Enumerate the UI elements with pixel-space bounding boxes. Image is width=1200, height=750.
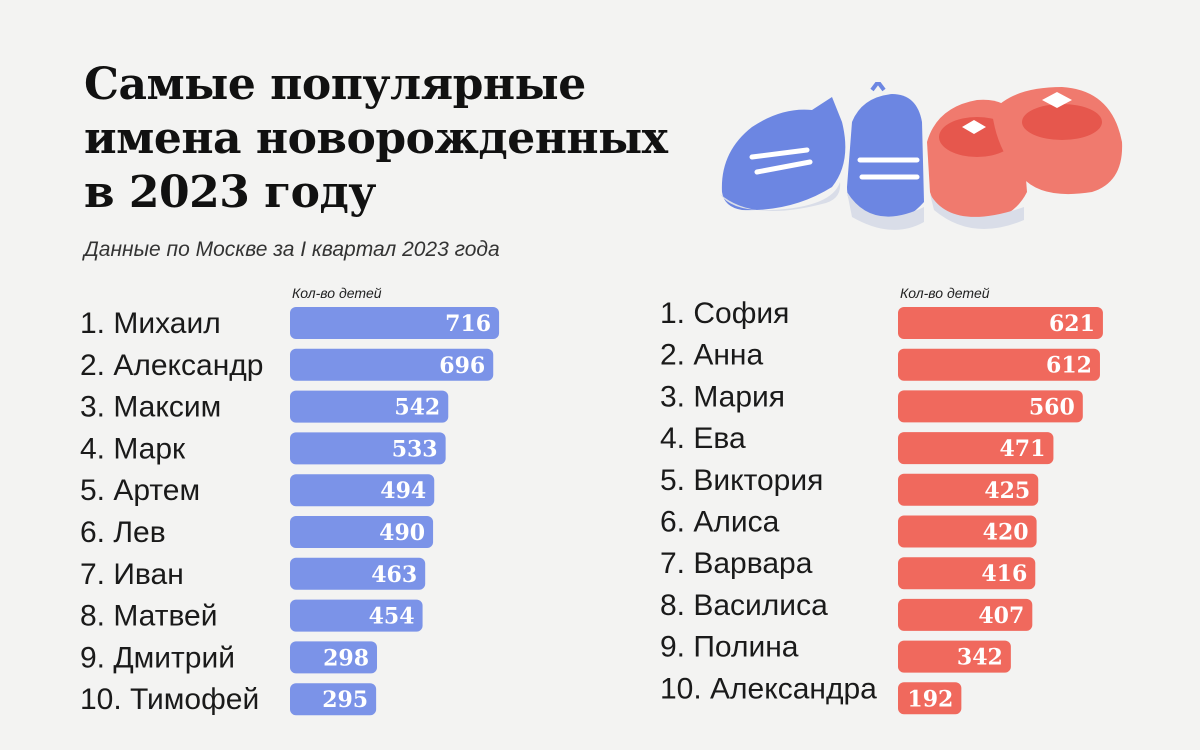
boys-name-label: 6. Лев	[80, 516, 166, 549]
title-line-2: имена новорожденных	[84, 113, 668, 164]
boys-column-header: Кол-во детей	[292, 285, 382, 301]
girls-value-label: 612	[1046, 353, 1092, 379]
girls-name-label: 10. Александра	[660, 672, 877, 705]
boys-name-label: 3. Максим	[80, 391, 221, 424]
girls-bar	[898, 307, 1103, 339]
boys-name-label: 7. Иван	[80, 558, 184, 591]
girls-bar	[898, 390, 1083, 423]
boys-bar	[290, 683, 377, 716]
girls-value-label: 420	[983, 520, 1029, 546]
girls-name-label: 7. Варвара	[660, 547, 813, 580]
girls-name-label: 5. Виктория	[660, 464, 823, 497]
boys-bar	[290, 348, 494, 381]
girls-name-label: 3. Мария	[660, 380, 785, 413]
boys-value-label: 490	[379, 520, 425, 546]
boys-bar	[290, 599, 423, 632]
boys-name-label: 2. Александр	[80, 349, 263, 382]
boys-value-label: 295	[322, 687, 368, 713]
boys-value-label: 454	[369, 604, 415, 630]
boys-name-label: 5. Артем	[80, 474, 200, 507]
girls-column-header: Кол-во детей	[900, 285, 990, 301]
boys-bar	[290, 557, 426, 590]
blue-shoe-left	[720, 97, 846, 212]
girls-chart: Кол-во детей 1. София 621 2. Анна 612 3. Мари…	[660, 285, 1103, 715]
boys-bar	[290, 641, 378, 674]
girls-value-label: 621	[1049, 311, 1095, 337]
girls-bar	[898, 515, 1037, 548]
page-title: Самые популярные имена новорожденных в 2…	[84, 58, 668, 220]
girls-name-label: 8. Василиса	[660, 589, 828, 622]
boys-value-label: 716	[445, 311, 491, 337]
boys-bar	[290, 307, 500, 339]
title-line-3: в 2023 году	[84, 167, 376, 218]
girls-bar	[898, 640, 1011, 673]
girls-name-label: 6. Алиса	[660, 506, 780, 539]
girls-bar	[898, 473, 1039, 506]
boys-name-label: 10. Тимофей	[80, 683, 259, 716]
girls-name-label: 4. Ева	[660, 422, 746, 455]
boys-value-label: 696	[439, 353, 485, 379]
girls-bar	[898, 348, 1100, 381]
boys-chart: Кол-во детей 1. Михаил 716 2. Александр 696 3…	[80, 285, 500, 716]
pink-shoe-right	[992, 87, 1123, 195]
boys-name-label: 4. Марк	[80, 432, 186, 465]
boys-name-label: 9. Дмитрий	[80, 641, 235, 674]
boys-value-label: 542	[394, 395, 440, 421]
blue-shoe-right	[847, 82, 924, 230]
girls-value-label: 560	[1029, 394, 1075, 420]
boys-bar	[290, 474, 435, 507]
girls-value-label: 416	[981, 561, 1027, 587]
girls-value-label: 192	[907, 686, 953, 712]
boys-value-label: 463	[371, 562, 417, 588]
girls-bar	[898, 557, 1036, 590]
boys-name-label: 1. Михаил	[80, 307, 221, 340]
girls-name-label: 2. Анна	[660, 339, 763, 372]
boys-bar	[290, 390, 449, 423]
girls-bar	[898, 598, 1033, 631]
boys-value-label: 298	[323, 645, 369, 671]
boys-bar	[290, 516, 434, 548]
title-line-1: Самые популярные	[84, 59, 586, 110]
girls-bar	[898, 432, 1054, 465]
girls-value-label: 407	[978, 603, 1024, 629]
girls-name-label: 1. София	[660, 297, 789, 330]
girls-name-label: 9. Полина	[660, 631, 799, 664]
subtitle: Данные по Москве за I квартал 2023 года	[84, 238, 500, 261]
girls-value-label: 425	[984, 478, 1030, 504]
boys-bar	[290, 432, 446, 465]
girls-value-label: 342	[957, 645, 1003, 671]
boys-value-label: 494	[380, 478, 426, 504]
baby-shoes-illustration	[720, 82, 1123, 230]
girls-bar	[898, 682, 962, 715]
boys-value-label: 533	[392, 436, 438, 462]
boys-name-label: 8. Матвей	[80, 600, 218, 633]
girls-value-label: 471	[999, 436, 1045, 462]
